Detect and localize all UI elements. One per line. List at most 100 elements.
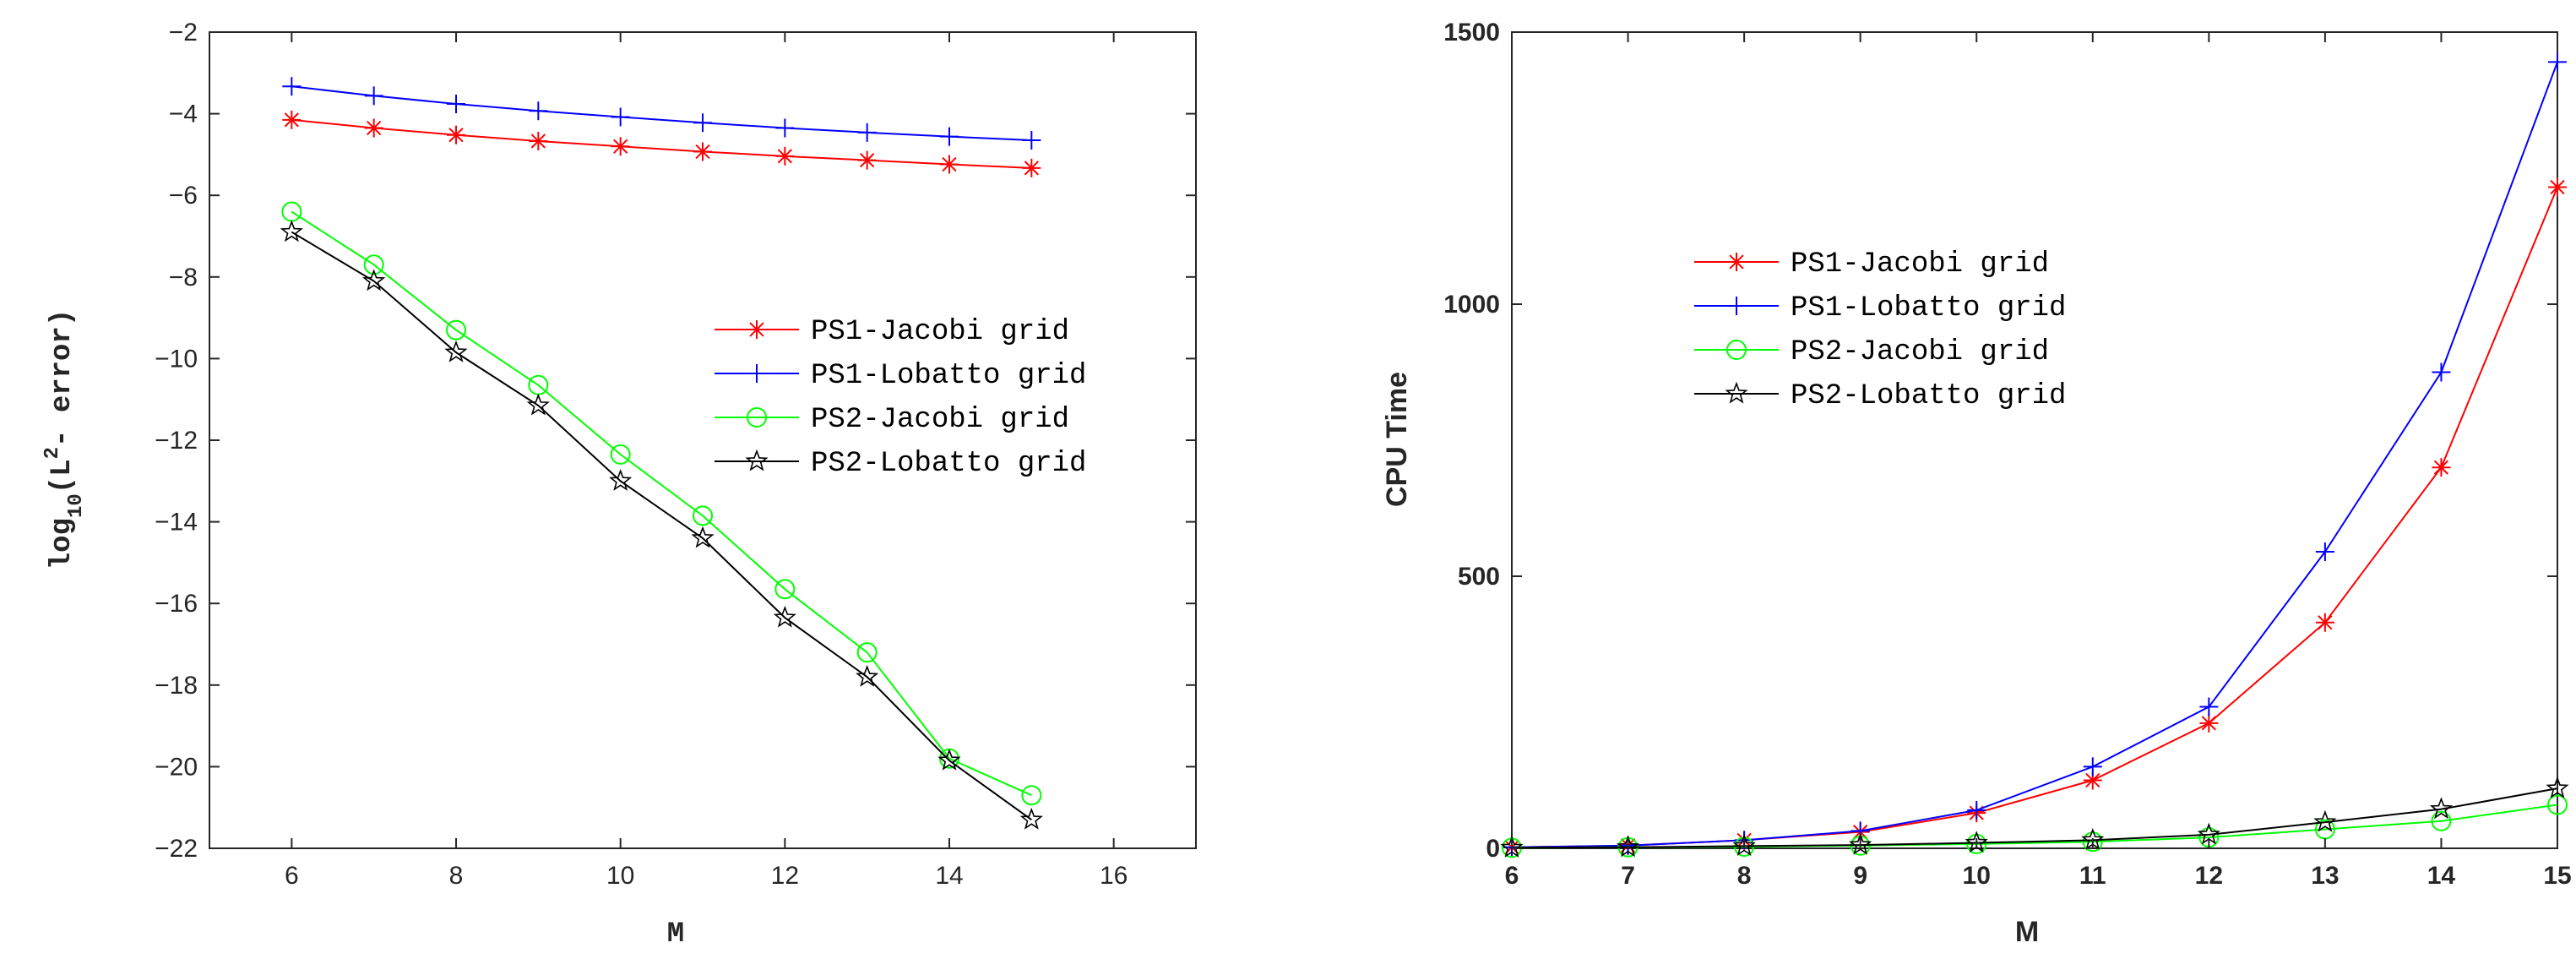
legend-marker (747, 320, 766, 339)
x-tick-label: 9 (1853, 862, 1867, 890)
cpu-chart-legend: PS1-Jacobi grid PS1-Lobatto grid PS2-Jacob… (1682, 230, 2155, 426)
data-point (2546, 776, 2569, 798)
cpu-chart-x-ticks: 6 7 8 9 10 11 12 13 14 15 (1505, 32, 2572, 890)
error-chart-x-ticks: 6 8 10 12 14 16 (285, 32, 1128, 890)
y-tick-label: −6 (169, 182, 198, 210)
x-tick-label: 15 (2543, 862, 2571, 890)
data-point (611, 137, 630, 156)
y-label-log: log (46, 518, 79, 569)
legend-item: PS2-Jacobi grid (715, 404, 1069, 436)
y-tick-label: −16 (155, 590, 198, 618)
data-point (1967, 800, 1986, 820)
cpu-time-chart: 6 7 8 9 10 11 12 13 14 15 0 500 1000 1500 M CPU Time… (1381, 19, 2572, 948)
data-point (282, 77, 302, 96)
series-line (291, 85, 1032, 141)
legend-marker (747, 407, 767, 428)
data-point (1500, 836, 1524, 858)
data-point (775, 146, 795, 166)
data-point (1021, 785, 1042, 806)
y-tick-label: −18 (155, 672, 198, 700)
x-tick-label: 13 (2311, 862, 2339, 890)
data-point (1732, 834, 1756, 856)
data-point (363, 254, 384, 275)
data-point (940, 155, 959, 174)
data-point (2429, 797, 2454, 820)
y-tick-label: 0 (1486, 835, 1500, 863)
data-point (2315, 613, 2334, 632)
legend-marker (1726, 340, 1747, 360)
data-point (2315, 542, 2334, 562)
data-point (1849, 832, 1872, 855)
y-tick-label: −10 (155, 345, 198, 373)
data-point (529, 131, 548, 150)
data-point (611, 107, 630, 127)
series-line (1511, 62, 2558, 848)
data-point (2199, 697, 2219, 717)
data-point (2432, 458, 2451, 477)
x-tick-label: 6 (285, 862, 299, 890)
y-tick-label: −4 (169, 101, 198, 128)
data-point (610, 444, 631, 465)
x-tick-label: 16 (1100, 862, 1128, 890)
legend-label: PS2-Lobatto grid (1791, 380, 2066, 412)
series-line (1511, 787, 2558, 849)
legend-label: PS1-Jacobi grid (811, 316, 1069, 348)
data-point (693, 113, 712, 133)
series-line (291, 210, 1032, 797)
y-tick-label: −12 (155, 427, 198, 455)
x-tick-label: 10 (1963, 862, 1991, 890)
data-point (856, 664, 879, 687)
data-point (2548, 52, 2567, 72)
x-tick-label: 8 (449, 862, 464, 890)
y-tick-label: 500 (1458, 563, 1500, 591)
legend-label: PS1-Jacobi grid (1791, 248, 2049, 281)
data-point (774, 579, 796, 600)
data-point (775, 118, 795, 138)
data-point (2431, 810, 2452, 831)
data-point (857, 123, 877, 142)
data-point (2548, 177, 2567, 197)
cpu-chart-plot-area (1511, 31, 2558, 849)
cpu-chart-x-label: M (2015, 916, 2039, 948)
legend-item: PS1-Lobatto grid (715, 360, 1086, 392)
data-point (362, 269, 386, 292)
data-point (2082, 831, 2103, 853)
series-ps1-jacobi (282, 110, 1041, 177)
x-tick-label: 6 (1505, 862, 1519, 890)
data-point (609, 469, 633, 491)
x-tick-label: 10 (606, 862, 634, 890)
legend-item: PS2-Jacobi grid (1694, 336, 2049, 368)
data-point (2432, 362, 2451, 382)
x-tick-label: 8 (1737, 862, 1752, 890)
x-tick-label: 12 (2195, 862, 2223, 890)
legend-item: PS1-Lobatto grid (1694, 292, 2066, 324)
series-ps2-lobatto (280, 220, 1043, 830)
legend-label: PS1-Lobatto grid (1791, 292, 2066, 324)
data-point (364, 86, 383, 106)
cpu-chart-y-label: CPU Time (1381, 372, 1413, 507)
data-point (447, 125, 465, 144)
data-point (856, 642, 878, 663)
y-label-paren: (L (46, 459, 79, 493)
data-point (447, 95, 465, 114)
y-tick-label: −8 (169, 264, 198, 292)
legend-label: PS2-Lobatto grid (811, 448, 1086, 480)
legend-label: PS2-Jacobi grid (811, 404, 1069, 436)
data-point (526, 393, 550, 416)
legend-item: PS2-Lobatto grid (715, 448, 1086, 480)
series-line (291, 118, 1032, 169)
data-point (2083, 757, 2102, 776)
y-tick-label: −22 (155, 835, 198, 863)
data-point (693, 142, 712, 161)
data-point (364, 118, 383, 138)
legend-item: PS2-Lobatto grid (1694, 380, 2066, 412)
y-label-subscript: 10 (65, 493, 88, 518)
data-point (2199, 713, 2219, 733)
legend-label: PS2-Jacobi grid (1791, 336, 2049, 368)
y-tick-label: −20 (155, 753, 198, 781)
cpu-chart-y-ticks: 0 500 1000 1500 (1443, 19, 2557, 863)
x-tick-label: 14 (935, 862, 963, 890)
data-point (280, 220, 303, 242)
y-tick-label: −2 (169, 19, 198, 46)
